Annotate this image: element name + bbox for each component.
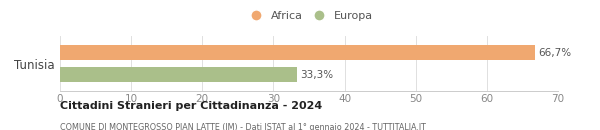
Legend: Africa, Europa: Africa, Europa <box>245 11 373 21</box>
Text: 33,3%: 33,3% <box>301 70 334 80</box>
Text: Cittadini Stranieri per Cittadinanza - 2024: Cittadini Stranieri per Cittadinanza - 2… <box>60 101 322 111</box>
Bar <box>60 67 297 82</box>
Bar <box>60 45 535 60</box>
Text: 66,7%: 66,7% <box>538 48 571 58</box>
Text: COMUNE DI MONTEGROSSO PIAN LATTE (IM) - Dati ISTAT al 1° gennaio 2024 - TUTTITAL: COMUNE DI MONTEGROSSO PIAN LATTE (IM) - … <box>60 124 426 130</box>
